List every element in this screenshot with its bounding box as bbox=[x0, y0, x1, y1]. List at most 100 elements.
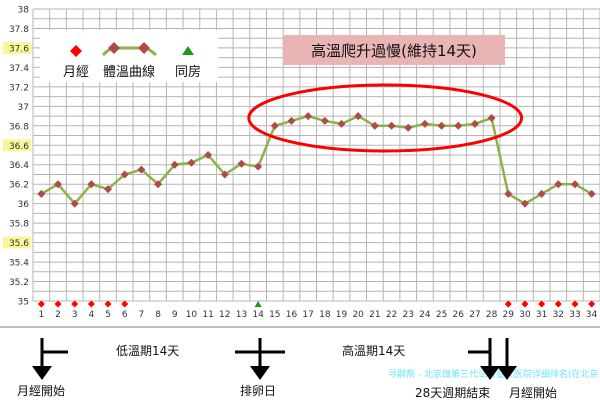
ytick-label: 37.2 bbox=[9, 83, 29, 93]
temperature-point bbox=[587, 189, 596, 198]
menstruation-marker bbox=[571, 300, 579, 308]
temperature-point bbox=[437, 121, 446, 130]
xtick-label: 31 bbox=[536, 310, 547, 320]
xtick-label: 8 bbox=[155, 310, 161, 320]
xtick-label: 11 bbox=[202, 310, 213, 320]
temperature-point bbox=[104, 185, 113, 194]
temperature-point bbox=[120, 170, 129, 179]
xtick-label: 19 bbox=[336, 310, 348, 320]
period-start-label-1: 月經開始 bbox=[17, 384, 66, 398]
ytick-highlight bbox=[3, 236, 31, 249]
temperature-line bbox=[40, 114, 593, 206]
xtick-label: 5 bbox=[105, 310, 111, 320]
legend: 月經 體溫曲線 同房 bbox=[40, 30, 218, 82]
xtick-label: 22 bbox=[386, 310, 397, 320]
legend-label: 同房 bbox=[175, 64, 201, 80]
temperature-point bbox=[137, 165, 146, 174]
xtick-label: 16 bbox=[286, 310, 298, 320]
legend-intercourse-icon bbox=[182, 46, 194, 55]
menstruation-marker bbox=[37, 300, 45, 308]
arrow-cycle-end bbox=[468, 338, 492, 368]
xtick-label: 13 bbox=[236, 310, 247, 320]
ytick-label: 35.2 bbox=[9, 278, 29, 288]
ytick-label: 37.8 bbox=[9, 25, 29, 35]
temperature-point bbox=[420, 119, 429, 128]
temperature-point bbox=[204, 151, 213, 159]
menstruation-marker bbox=[87, 300, 95, 308]
ytick-label: 37 bbox=[18, 103, 29, 113]
low-phase-label: 低溫期14天 bbox=[116, 344, 180, 358]
temperature-point bbox=[37, 189, 46, 198]
ytick-label: 36.2 bbox=[9, 181, 29, 191]
xtick-label: 7 bbox=[139, 310, 145, 320]
temperature-point bbox=[520, 199, 529, 208]
legend-temperature-marker-icon bbox=[138, 42, 150, 54]
temperature-point bbox=[370, 121, 379, 130]
xtick-label: 34 bbox=[586, 310, 598, 320]
temperature-point bbox=[537, 189, 546, 198]
temperature-point bbox=[237, 159, 246, 168]
ytick-label: 36 bbox=[18, 200, 30, 210]
ytick-label: 35.8 bbox=[9, 220, 29, 230]
ytick-label: 38 bbox=[18, 6, 30, 16]
ovulation-label: 排卵日 bbox=[240, 384, 277, 398]
high-phase-label: 高溫期14天 bbox=[342, 344, 406, 358]
xtick-label: 32 bbox=[553, 310, 564, 320]
temperature-point bbox=[320, 116, 329, 125]
temperature-point bbox=[454, 121, 463, 130]
temperature-point bbox=[54, 180, 63, 189]
temperature-point bbox=[470, 119, 479, 128]
xtick-label: 3 bbox=[72, 310, 78, 320]
menstruation-marker bbox=[104, 300, 112, 308]
ytick-label: 37.4 bbox=[9, 64, 29, 74]
temperature-point bbox=[487, 114, 496, 123]
ytick-label: 36.4 bbox=[9, 161, 29, 171]
xtick-label: 26 bbox=[453, 310, 465, 320]
xtick-label: 25 bbox=[436, 310, 447, 320]
temperature-point bbox=[304, 112, 313, 121]
arrow-head-1 bbox=[32, 366, 52, 380]
menstruation-marker bbox=[521, 300, 529, 308]
temperature-point bbox=[354, 112, 363, 121]
menstruation-marker bbox=[554, 300, 562, 308]
xtick-label: 30 bbox=[519, 310, 531, 320]
xtick-label: 28 bbox=[486, 310, 498, 320]
temperature-point bbox=[254, 162, 263, 171]
menstruation-marker bbox=[504, 300, 512, 308]
xtick-label: 27 bbox=[469, 310, 480, 320]
temperature-point bbox=[170, 160, 179, 169]
ytick-label: 35 bbox=[18, 298, 29, 308]
xtick-label: 15 bbox=[269, 310, 280, 320]
arrow-head-4 bbox=[497, 366, 517, 380]
temperature-point bbox=[504, 189, 513, 198]
ytick-highlight bbox=[3, 41, 31, 54]
xtick-label: 33 bbox=[569, 310, 580, 320]
temperature-point bbox=[270, 121, 279, 130]
ytick-label: 36.8 bbox=[9, 122, 29, 132]
ytick-highlight bbox=[3, 139, 31, 152]
legend-temperature-marker-icon bbox=[108, 42, 120, 54]
xtick-label: 20 bbox=[352, 310, 364, 320]
menstruation-marker bbox=[588, 300, 596, 308]
temperature-point bbox=[87, 180, 96, 189]
xtick-label: 9 bbox=[172, 310, 178, 320]
timeline-arrows bbox=[32, 338, 517, 380]
chart-title: 高溫爬升過慢(維持14天) bbox=[311, 42, 477, 60]
arrow-head-3 bbox=[480, 366, 500, 380]
xtick-label: 4 bbox=[89, 310, 95, 320]
temperature-point bbox=[387, 121, 396, 130]
xtick-label: 1 bbox=[38, 310, 44, 320]
xtick-label: 24 bbox=[419, 310, 431, 320]
ytick-label: 35.4 bbox=[9, 259, 29, 269]
intercourse-marker bbox=[254, 301, 262, 307]
temperature-point bbox=[154, 180, 163, 189]
legend-box bbox=[40, 30, 218, 82]
temperature-point bbox=[70, 199, 79, 208]
xtick-label: 14 bbox=[252, 310, 264, 320]
xtick-label: 10 bbox=[186, 310, 198, 320]
menstruation-marker bbox=[54, 300, 62, 308]
temperature-point bbox=[554, 180, 563, 189]
temperature-point bbox=[220, 170, 229, 179]
cycle-end-label: 28天週期結束 bbox=[415, 386, 491, 400]
temperature-point bbox=[287, 116, 296, 125]
